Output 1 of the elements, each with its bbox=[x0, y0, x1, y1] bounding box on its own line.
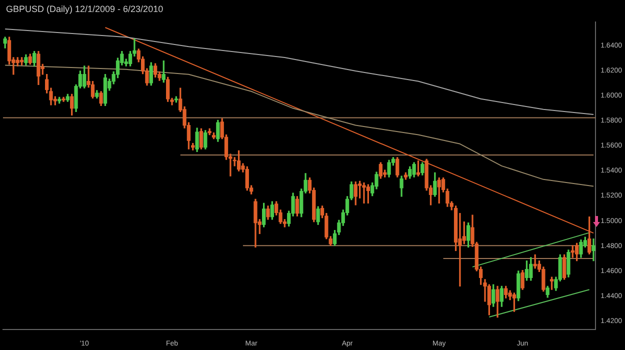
chart-title: GBPUSD (Daily) 12/1/2009 - 6/23/2010 bbox=[6, 4, 164, 14]
